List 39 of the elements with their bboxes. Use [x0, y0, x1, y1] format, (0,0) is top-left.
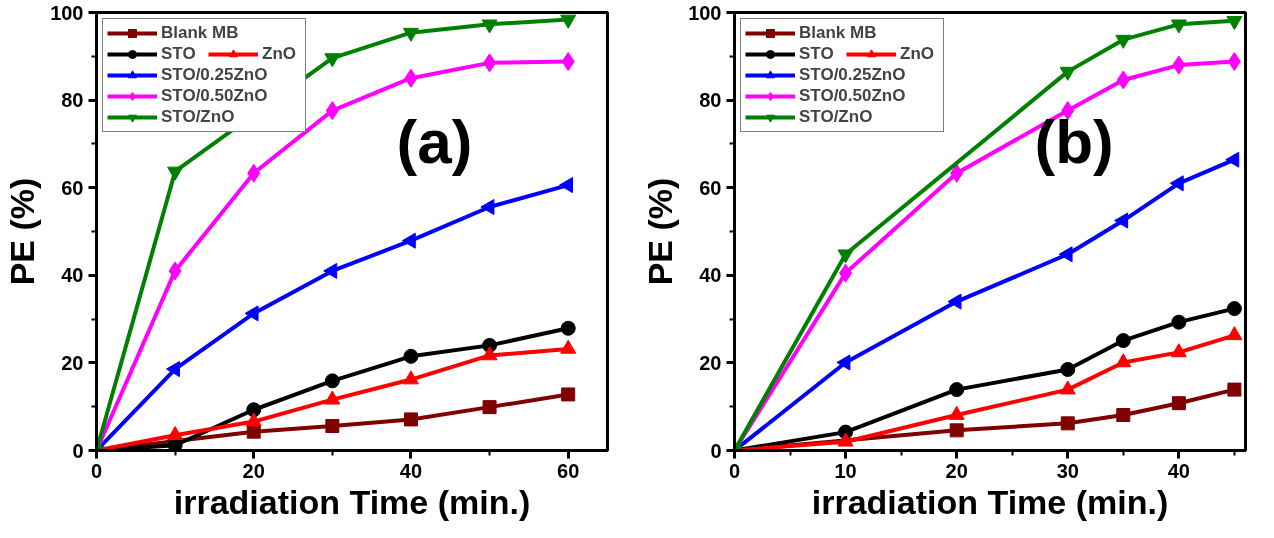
- legend-label: STO: [161, 44, 196, 63]
- legend-label: STO/0.25ZnO: [161, 65, 269, 85]
- x-tick-label: 20: [242, 459, 265, 482]
- legend-label: ZnO: [262, 44, 296, 64]
- y-tick-label: 0: [72, 439, 84, 462]
- x-axis-title: irradiation Time (min.): [811, 482, 1169, 521]
- y-tick-label: 60: [699, 176, 722, 199]
- y-axis-title: PE (%): [3, 177, 42, 286]
- y-tick-label: 60: [61, 176, 84, 199]
- x-axis-title: irradiation Time (min.): [173, 482, 531, 521]
- legend-label: STO/0.50ZnO: [799, 86, 907, 106]
- x-tick-label: 60: [557, 459, 580, 482]
- x-tick-label: 0: [90, 459, 103, 482]
- x-tick-label: 10: [834, 459, 857, 482]
- y-tick-label: 0: [710, 439, 722, 462]
- legend-label: Blank MB: [161, 23, 240, 43]
- x-tick-label: 40: [1167, 459, 1190, 482]
- y-tick-label: 40: [699, 264, 722, 287]
- legend-label: Blank MB: [799, 23, 878, 43]
- x-tick-label: 30: [1056, 459, 1079, 482]
- y-tick-label: 80: [61, 89, 84, 112]
- legend-label: ZnO: [900, 44, 934, 64]
- legend-label: STO/0.25ZnO: [799, 65, 907, 85]
- x-tick-label: 0: [728, 459, 741, 482]
- legend-label: STO/0.50ZnO: [161, 86, 269, 106]
- x-tick-label: 40: [399, 459, 423, 482]
- y-tick-label: 100: [50, 1, 84, 24]
- legend-label: STO: [799, 44, 834, 63]
- y-tick-label: 100: [688, 1, 722, 24]
- y-tick-label: 80: [699, 89, 722, 112]
- legend-label: STO/ZnO: [799, 107, 874, 127]
- legend-label: STO/ZnO: [161, 107, 236, 127]
- y-tick-label: 20: [699, 351, 722, 374]
- annotation: (b): [1034, 106, 1114, 176]
- y-axis-title: PE (%): [641, 177, 680, 286]
- x-tick-label: 20: [945, 459, 968, 482]
- annotation: (a): [396, 106, 473, 176]
- y-tick-label: 20: [61, 351, 84, 374]
- y-tick-label: 40: [61, 264, 84, 287]
